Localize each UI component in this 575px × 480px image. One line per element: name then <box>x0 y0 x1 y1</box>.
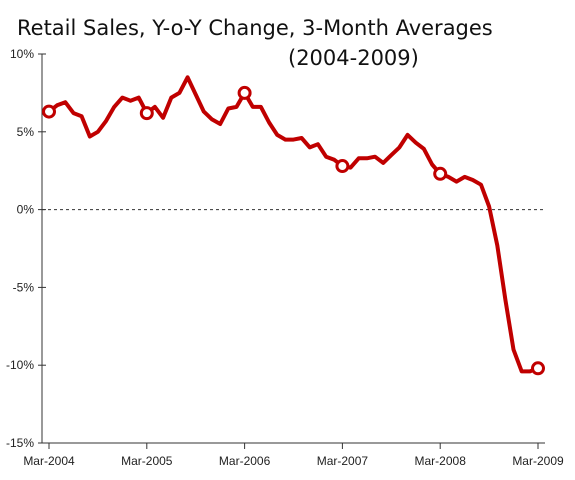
series-marker <box>531 361 545 376</box>
series-marker <box>42 104 56 119</box>
series-markers <box>42 85 545 376</box>
chart-title: Retail Sales, Y-o-Y Change, 3-Month Aver… <box>17 16 493 40</box>
y-tick-label: -5% <box>13 280 35 294</box>
x-axis: Mar-2004 Mar-2005 Mar-2006 Mar-2007 Mar-2008… <box>23 442 564 468</box>
series-retail-sales <box>47 75 540 374</box>
series-marker <box>335 159 350 174</box>
x-tick-label: Mar-2008 <box>415 454 467 468</box>
chart-subtitle: (2004-2009) <box>288 46 419 70</box>
y-tick-label: 5% <box>17 125 35 139</box>
series-marker <box>237 85 252 100</box>
x-tick-label: Mar-2004 <box>23 454 75 468</box>
y-tick-label: 0% <box>17 203 35 217</box>
series-marker <box>433 166 448 181</box>
x-tick-label: Mar-2007 <box>317 454 369 468</box>
series-line <box>47 75 540 374</box>
x-tick-label: Mar-2005 <box>121 454 173 468</box>
y-tick-label: -10% <box>6 358 34 372</box>
y-tick-label: 10% <box>10 47 34 61</box>
x-tick-label: Mar-2009 <box>512 454 564 468</box>
x-tick-label: Mar-2006 <box>219 454 271 468</box>
series-marker <box>139 106 154 121</box>
y-tick-label: -15% <box>6 436 34 450</box>
y-axis: 10% 5% 0% -5% -10% -15% <box>6 47 46 450</box>
